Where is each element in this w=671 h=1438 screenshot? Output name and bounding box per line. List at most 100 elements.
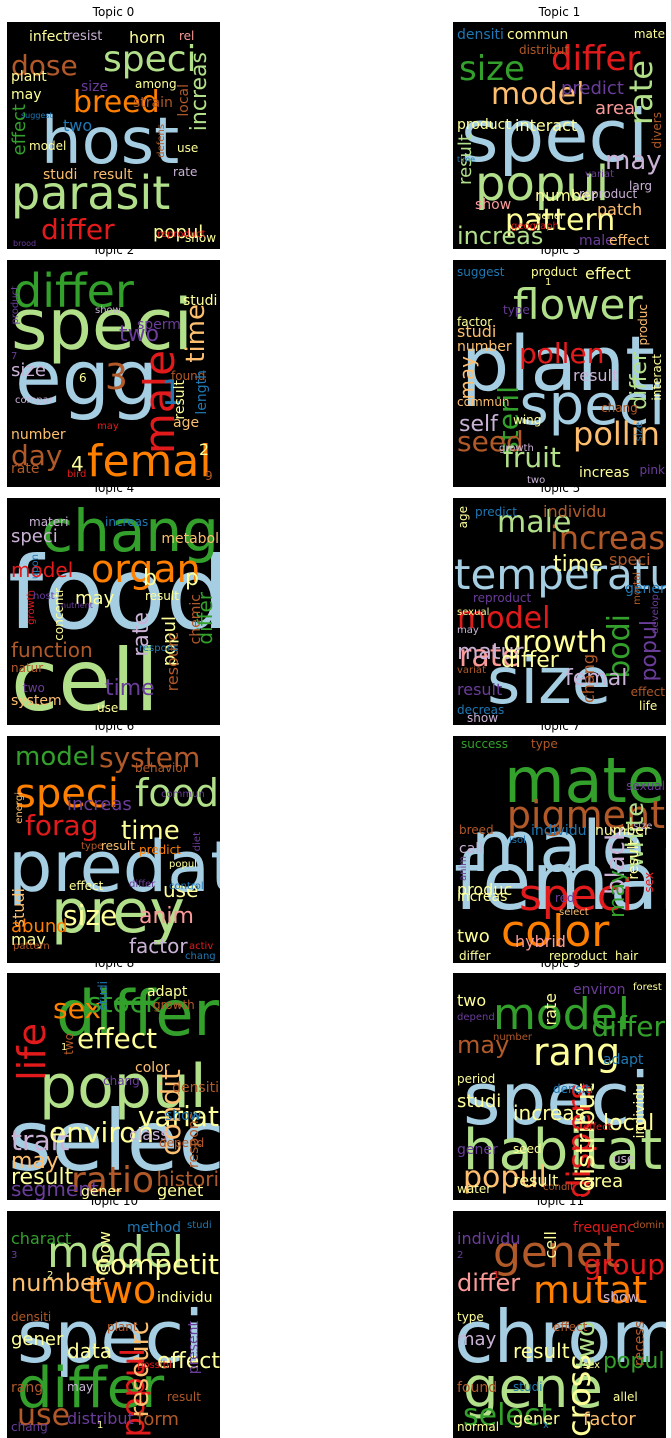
cloud-word: densiti <box>172 1080 219 1096</box>
cloud-word: interact <box>515 116 578 135</box>
cloud-word: differ <box>501 648 559 673</box>
cloud-word: select <box>463 1398 553 1433</box>
cloud-word: male <box>471 806 645 888</box>
cloud-word: size <box>11 360 46 381</box>
cloud-word: hair <box>615 949 639 963</box>
cloud-word: increas <box>513 1101 585 1125</box>
cloud-word: type <box>457 1310 484 1324</box>
cloud-word: individu <box>157 1290 213 1306</box>
cloud-word: 3 <box>11 1250 18 1261</box>
cloud-word: select <box>559 907 589 918</box>
cloud-word: materi <box>29 515 69 529</box>
cloud-word: commun <box>507 27 569 43</box>
cloud-word: use <box>177 141 199 155</box>
cloud-word: suggest <box>21 111 53 120</box>
cloud-word: may <box>457 1329 497 1350</box>
cloud-word: 9 <box>205 469 213 483</box>
chart-title: Topic 11 <box>534 1194 585 1208</box>
word-cloud: food cell chang organ model function rate time d… <box>7 498 220 725</box>
cloud-word: mutat <box>533 1268 648 1312</box>
cloud-word: effect <box>77 1022 158 1055</box>
cloud-word: energi <box>14 792 25 824</box>
cloud-word: femal <box>87 436 212 487</box>
cloud-word: produc <box>457 880 513 899</box>
cloud-word: area <box>583 1171 624 1192</box>
cloud-word: differ <box>41 213 115 246</box>
cloud-word: forag <box>25 809 99 842</box>
word-cloud: selectpopuldiffersexlife ratio effectstock… <box>7 973 220 1200</box>
cloud-word: produc <box>636 304 650 346</box>
cloud-word: chemic <box>188 594 204 645</box>
cloud-word: divers <box>650 112 664 149</box>
cloud-word: 4 <box>71 452 84 476</box>
cloud-word: period <box>457 1072 496 1086</box>
cloud-word: rel <box>179 29 195 43</box>
cloud-word: water <box>457 1182 492 1196</box>
cloud-word: 6 <box>79 371 87 385</box>
cloud-word: self <box>459 412 498 437</box>
topic-panel: Topic 10 speci differ model two popul use compe… <box>7 1194 220 1438</box>
cloud-word: adapt <box>603 1052 644 1068</box>
cloud-word: x <box>543 1420 549 1431</box>
cloud-word: model <box>47 1227 185 1278</box>
chart-title: Topic 0 <box>92 5 135 19</box>
cloud-word: 3 <box>105 357 128 398</box>
cloud-word: bird <box>67 469 87 480</box>
cloud-word: resist <box>67 29 103 44</box>
cloud-word: frequenc <box>573 1220 635 1236</box>
cloud-word: studi <box>43 167 78 183</box>
cloud-word: use <box>163 878 199 902</box>
cloud-word: show <box>165 1108 202 1124</box>
cloud-word: may <box>67 1380 94 1394</box>
cloud-word: area <box>595 98 636 119</box>
cloud-word: result <box>457 680 503 699</box>
cloud-word: cell <box>541 1231 560 1259</box>
cloud-word: chang <box>11 1420 48 1434</box>
cloud-word: growth <box>499 443 534 454</box>
cloud-word: may <box>11 87 42 103</box>
chart-title: Topic 9 <box>538 956 581 970</box>
cloud-word: speci <box>609 550 651 569</box>
cloud-word: gener <box>81 1184 122 1200</box>
cloud-word: present <box>186 1321 202 1375</box>
cloud-word: result <box>93 167 133 183</box>
cloud-word: nutrient <box>61 601 93 610</box>
cloud-word: breed <box>459 823 494 837</box>
word-cloud: size temperaturincreas rate male growthmodel… <box>453 498 666 725</box>
cloud-word: wing <box>513 413 542 427</box>
cloud-word: respons <box>139 643 179 654</box>
cloud-word: gene <box>463 1356 603 1421</box>
cloud-word: condit <box>543 1182 575 1193</box>
cloud-word: environ <box>49 1116 155 1149</box>
cloud-word: densiti <box>553 1082 594 1096</box>
cloud-word: pattern <box>13 941 50 952</box>
cloud-word: popul <box>603 1349 665 1374</box>
cloud-word: upon <box>30 554 41 580</box>
cloud-word: sex <box>583 1360 601 1371</box>
cloud-word: may <box>455 356 479 400</box>
cloud-word: histori <box>156 1167 219 1191</box>
cloud-word: patch <box>597 200 643 219</box>
cloud-word: call <box>459 841 484 857</box>
cloud-word: variat <box>585 169 614 180</box>
cloud-word: studi <box>457 1091 502 1112</box>
topic-panel: Topic 1 speci popul differ size model rate patt… <box>453 5 666 249</box>
cloud-word: diet <box>192 832 203 852</box>
cloud-word: result <box>626 840 642 880</box>
cloud-word: predict <box>561 78 624 99</box>
cloud-word: chang <box>579 654 598 704</box>
cloud-word: day <box>11 439 63 472</box>
cloud-word: two <box>87 1268 157 1312</box>
cloud-word: breed <box>73 85 160 120</box>
chart-title: Topic 10 <box>88 1194 139 1208</box>
cloud-word: method <box>127 1220 182 1236</box>
cloud-word: ratio <box>71 1160 155 1200</box>
cloud-word: rang <box>533 1030 621 1074</box>
cloud-word: growth <box>503 625 608 660</box>
chart-title: Topic 5 <box>538 481 581 495</box>
cloud-word: speci <box>15 771 119 817</box>
cloud-word: allel <box>613 1390 638 1404</box>
cloud-word: horn <box>129 28 166 47</box>
chart-title: Topic 1 <box>538 5 581 19</box>
cloud-word: food <box>8 535 220 652</box>
